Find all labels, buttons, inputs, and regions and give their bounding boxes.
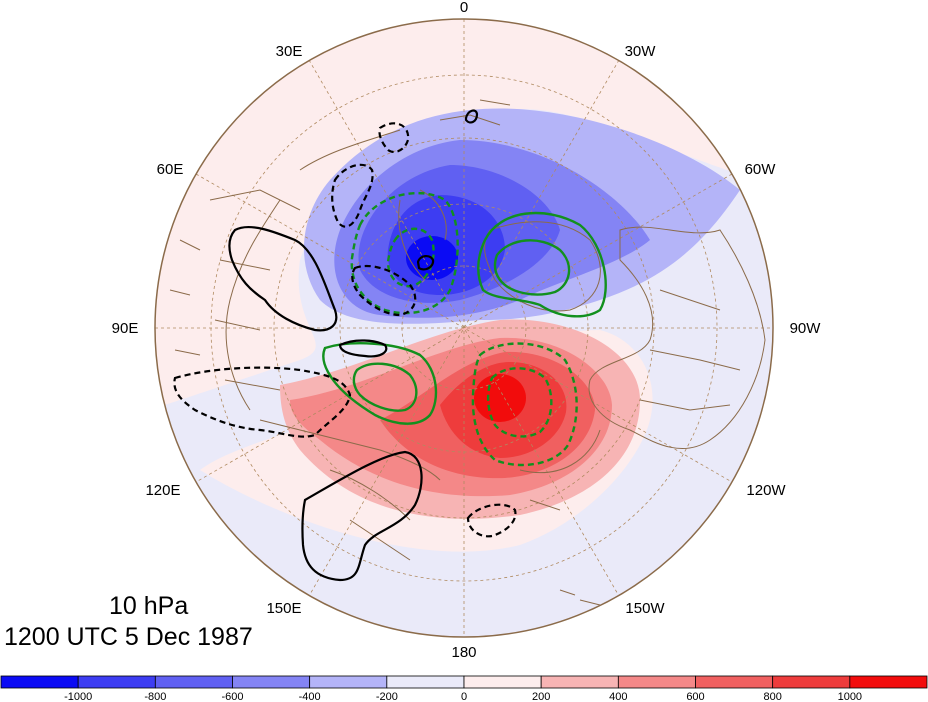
colorbar-swatch — [617, 675, 696, 689]
black-contour-solid-core — [416, 255, 435, 271]
lon-label-150w: 150W — [625, 600, 665, 617]
lon-label-90w: 90W — [790, 320, 822, 337]
longitude-grid — [155, 19, 773, 637]
colorbar-label: 200 — [532, 691, 550, 702]
green-contour-dashed-upper-inner — [386, 227, 435, 288]
lon-label-30w: 30W — [625, 43, 657, 60]
lon-label-150e: 150E — [266, 600, 301, 617]
positive-background-shade — [155, 19, 773, 410]
pressure-level-title: 10 hPa — [109, 592, 189, 620]
green-contour-solid-lower-inner — [352, 362, 418, 412]
latitude-grid — [210, 74, 718, 582]
colorbar-swatch — [463, 675, 542, 689]
green-contour-solid-lower-outer — [322, 342, 438, 425]
lon-label-120e: 120E — [145, 482, 180, 499]
shaded-field — [155, 19, 773, 637]
colorbar-swatch — [849, 675, 928, 689]
lon-label-180: 180 — [451, 644, 476, 661]
lon-label-30e: 30E — [276, 43, 303, 60]
green-contour-dashed-upper-outer — [350, 192, 459, 315]
colorbar-label: 800 — [763, 691, 781, 702]
green-contour-solid-upper-outer — [477, 211, 607, 318]
green-contour-solid-upper-inner — [493, 239, 571, 296]
black-contour-solid-center — [338, 339, 388, 358]
colorbar-label: -200 — [376, 691, 398, 702]
colorbar-swatch — [386, 675, 465, 689]
colorbar-label: 0 — [461, 691, 467, 702]
colorbar-swatch — [695, 675, 774, 689]
lon-label-60w: 60W — [745, 161, 777, 178]
green-contour-dashed-lower-outer — [471, 342, 578, 467]
colorbar-swatch — [77, 675, 156, 689]
green-contour-dashed-lower-inner — [487, 367, 553, 438]
green-contours — [322, 192, 607, 467]
colorbar-label: 600 — [686, 691, 704, 702]
colorbar: -1000 -800 -600 -400 -200 0 200 400 600 800 1000 — [0, 675, 928, 702]
black-contour-dashed-west — [173, 366, 352, 438]
lon-label-60e: 60E — [157, 161, 184, 178]
colorbar-label: 400 — [609, 691, 627, 702]
black-contour-solid-small — [464, 109, 479, 124]
lon-label-0: 0 — [460, 0, 468, 16]
colorbar-swatch — [0, 675, 79, 689]
lon-label-90e: 90E — [112, 320, 139, 337]
colorbar-swatch — [772, 675, 851, 689]
lon-label-120w: 120W — [746, 482, 786, 499]
colorbar-swatch — [540, 675, 619, 689]
colorbar-swatch — [309, 675, 388, 689]
colorbar-swatch — [154, 675, 233, 689]
colorbar-label: -800 — [144, 691, 166, 702]
positive-core — [474, 374, 526, 422]
colorbar-label: -400 — [299, 691, 321, 702]
colorbar-label: -600 — [221, 691, 243, 702]
black-contour-dashed-northwest — [331, 163, 374, 228]
black-contours — [173, 109, 517, 582]
colorbar-label: -1000 — [64, 691, 92, 702]
coastlines — [169, 99, 766, 606]
map-border — [154, 18, 774, 638]
longitude-labels: 0 30W 60W 90W 120W 150W 180 150E 120E 90… — [112, 0, 822, 661]
valid-time-title: 1200 UTC 5 Dec 1987 — [4, 623, 253, 651]
colorbar-label: 1000 — [838, 691, 862, 702]
black-contour-solid-south — [301, 450, 423, 582]
colorbar-swatch — [232, 675, 311, 689]
black-contour-solid-west — [228, 226, 338, 332]
black-contour-dashed-center — [351, 264, 417, 317]
black-contour-dashed-north — [378, 122, 410, 154]
